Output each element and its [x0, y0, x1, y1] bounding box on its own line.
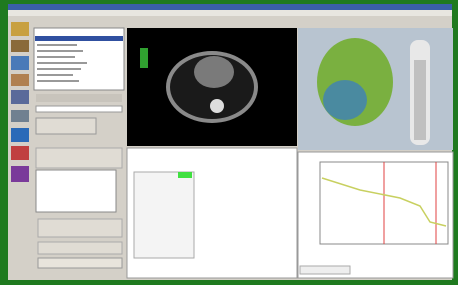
table-panel — [127, 148, 297, 278]
ct-view[interactable] — [127, 28, 297, 146]
left-panel — [34, 28, 124, 268]
tool-icons[interactable] — [11, 22, 29, 182]
screenshot — [0, 0, 458, 285]
curve-plot — [298, 152, 453, 278]
title-bar — [8, 4, 452, 10]
menu-bar — [8, 10, 452, 16]
page — [0, 0, 458, 285]
volume-view[interactable] — [298, 28, 453, 150]
